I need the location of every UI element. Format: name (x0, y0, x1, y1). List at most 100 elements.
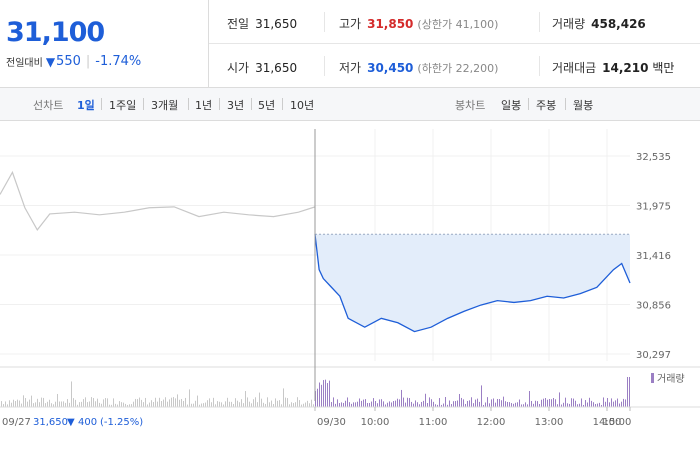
tab-5year[interactable]: 5년 (258, 99, 276, 112)
volume-bar (275, 398, 276, 407)
volume-bar (427, 403, 428, 407)
tab-weekly-candle[interactable]: 주봉 (536, 99, 557, 112)
volume-bar (249, 401, 250, 407)
volume-bar (3, 404, 4, 407)
volume-bar (337, 399, 338, 407)
column-divider (539, 56, 540, 76)
tab-divider (565, 98, 566, 110)
volume-bar (579, 403, 580, 407)
volume-bar (145, 397, 146, 407)
tab-10year[interactable]: 10년 (290, 99, 315, 112)
volume-bar (97, 398, 98, 407)
volume-bar (449, 400, 450, 407)
tab-1week[interactable]: 1주일 (109, 99, 137, 112)
volume-bar (339, 403, 340, 407)
volume-bar (185, 397, 186, 407)
volume-bar (1, 401, 2, 407)
volume-bar (169, 399, 170, 407)
volume-bar (59, 401, 60, 407)
volume-bar (163, 399, 164, 407)
volume-bar (213, 397, 214, 407)
volume-bar (67, 399, 68, 407)
volume-bar (171, 397, 172, 407)
volume-bar (441, 404, 442, 407)
volume-bar (453, 401, 454, 407)
tab-monthly-candle[interactable]: 월봉 (573, 99, 594, 112)
volume-bar (347, 397, 348, 407)
volume-bar (569, 403, 570, 407)
volume-bar (271, 400, 272, 407)
volume-bar (147, 404, 148, 407)
volume-bar (53, 404, 54, 407)
tab-divider (219, 98, 220, 110)
volume-bar (35, 402, 36, 407)
tab-daily-candle[interactable]: 일봉 (501, 99, 522, 112)
volume-bar (109, 404, 110, 407)
volume-bar (577, 404, 578, 407)
volume-bar (197, 395, 198, 407)
volume-bar (189, 389, 190, 407)
volume-bar (517, 402, 518, 407)
volume-bar (431, 399, 432, 407)
volume-bar (327, 383, 328, 407)
volume-bar (85, 397, 86, 407)
row-divider (209, 43, 700, 44)
volume-bar (429, 397, 430, 407)
tab-1year[interactable]: 1년 (195, 99, 213, 112)
volume-bar (125, 403, 126, 407)
volume-bar (397, 398, 398, 407)
volume-bar (173, 397, 174, 407)
volume-bar (235, 398, 236, 407)
volume-bar (497, 398, 498, 407)
volume-bar (363, 399, 364, 407)
tab-divider (282, 98, 283, 110)
price-chart[interactable]: 32,535 31,975 31,416 30,856 30,297 09/30 10:0… (0, 121, 700, 450)
stat-label: 거래대금 (552, 61, 597, 75)
volume-bar (129, 404, 130, 407)
volume-bar (47, 401, 48, 407)
stat-volume: 거래량 458,426 (552, 15, 646, 32)
volume-bar (511, 403, 512, 407)
volume-bar (387, 402, 388, 407)
volume-bar (133, 401, 134, 407)
candle-chart-heading: 봉차트 (455, 99, 486, 112)
volume-bar (131, 404, 132, 407)
volume-bar (23, 395, 24, 407)
volume-bar (237, 400, 238, 407)
volume-bar (291, 402, 292, 407)
volume-bar (283, 388, 284, 407)
tab-1day[interactable]: 1일 (77, 99, 95, 112)
tab-3month[interactable]: 3개월 (151, 99, 179, 112)
volume-bar (93, 398, 94, 407)
volume-bar (187, 404, 188, 407)
volume-bar (469, 400, 470, 407)
volume-bar (179, 399, 180, 407)
volume-bar (221, 402, 222, 407)
down-triangle-icon: ▼ (67, 417, 75, 428)
volume-bar (383, 401, 384, 407)
volume-bar (317, 388, 318, 407)
volume-bar (279, 400, 280, 407)
volume-bar (475, 399, 476, 407)
volume-bar (405, 402, 406, 407)
tab-3year[interactable]: 3년 (227, 99, 245, 112)
volume-bar (311, 399, 312, 407)
volume-bar (99, 402, 100, 407)
volume-bar (455, 401, 456, 407)
volume-bar (567, 403, 568, 407)
volume-bar (245, 391, 246, 407)
volume-bar (607, 398, 608, 407)
volume-bar (153, 401, 154, 407)
y-tick-label: 30,856 (636, 301, 671, 312)
volume-bar (5, 401, 6, 407)
stats-table: 전일 31,650 시가 31,650 고가 31,850 (상한가 41,100) 저… (209, 0, 700, 87)
volume-bar (91, 397, 92, 407)
volume-bar (57, 393, 58, 407)
volume-bar (243, 403, 244, 407)
tab-divider (143, 98, 144, 110)
volume-bar (447, 404, 448, 407)
volume-bar (623, 398, 624, 407)
volume-bar (165, 397, 166, 407)
volume-bar (201, 403, 202, 407)
